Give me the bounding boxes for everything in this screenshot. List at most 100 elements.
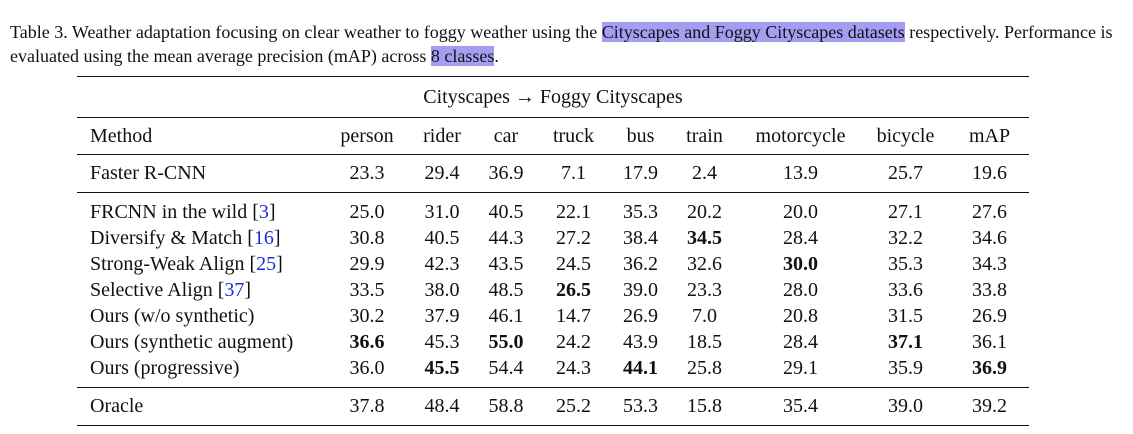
best-value: 36.6 (349, 330, 385, 353)
value-cell: 20.8 (740, 303, 861, 329)
value: 35.3 (888, 252, 923, 275)
table-row: Diversify & Match [16] 30.8 40.5 44.3 27.2 38… (77, 225, 1029, 251)
value-cell: 33.8 (950, 277, 1029, 303)
caption-middle: respectively. Performance is evaluated u… (10, 22, 1113, 66)
value-cell: 29.4 (407, 154, 477, 193)
value-cell: 38.4 (612, 225, 669, 251)
value: 33.6 (888, 278, 923, 301)
citation-link[interactable]: 3 (258, 200, 269, 223)
value-cell: 54.4 (477, 355, 535, 388)
citation-link[interactable]: 37 (224, 278, 245, 301)
value-cell: 45.3 (407, 329, 477, 355)
value-cell: 42.3 (407, 251, 477, 277)
method-name: Ours (progressive) (90, 356, 240, 379)
value: 20.8 (783, 304, 818, 327)
value-cell: 35.3 (861, 251, 950, 277)
column-header: person (327, 117, 407, 155)
value: 58.8 (488, 395, 524, 417)
column-header: car (477, 117, 535, 155)
value-cell: 17.9 (612, 154, 669, 193)
citation-link[interactable]: 16 (253, 226, 274, 249)
value-cell: 37.9 (407, 303, 477, 329)
value: 28.4 (783, 226, 818, 249)
value: 24.5 (556, 252, 591, 275)
value-cell: 28.4 (740, 225, 861, 251)
citation-link[interactable]: 25 (256, 252, 277, 275)
value-cell: 24.3 (535, 355, 612, 388)
value: 42.3 (424, 252, 460, 275)
value: 33.8 (972, 278, 1007, 301)
value-cell: 2.4 (669, 154, 740, 193)
value-cell: 36.1 (950, 329, 1029, 355)
value: 37.9 (424, 304, 460, 327)
value: 48.5 (488, 278, 524, 301)
value-cell: 22.1 (535, 192, 612, 225)
value-cell: 36.9 (950, 355, 1029, 388)
value-cell: 18.5 (669, 329, 740, 355)
best-value: 55.0 (488, 330, 524, 353)
value: 46.1 (488, 304, 524, 327)
value-cell: 7.0 (669, 303, 740, 329)
method-name: Faster R-CNN (90, 162, 207, 184)
method-cell: FRCNN in the wild [3] (77, 192, 327, 225)
value: 39.0 (623, 278, 658, 301)
method-cell: Diversify & Match [16] (90, 226, 281, 249)
value-cell: 43.5 (477, 251, 535, 277)
value-cell: 29.1 (740, 355, 861, 388)
value: 37.8 (349, 395, 385, 417)
value: 24.3 (556, 356, 591, 379)
value: 25.8 (687, 356, 722, 379)
value: 39.0 (888, 395, 923, 417)
value-cell: 30.8 (327, 225, 407, 251)
value-cell: 27.2 (535, 225, 612, 251)
value-cell: 36.0 (327, 355, 407, 388)
column-header: motorcycle (740, 117, 861, 155)
value: 27.1 (888, 200, 923, 223)
value: 38.0 (424, 278, 460, 301)
value: 33.5 (349, 278, 385, 301)
value: 14.7 (556, 304, 591, 327)
best-value: 37.1 (888, 330, 923, 353)
value-cell: 32.2 (861, 225, 950, 251)
value-cell: 13.9 (740, 154, 861, 193)
value-cell: 39.2 (950, 387, 1029, 426)
value: 25.2 (556, 395, 591, 417)
method-name: Diversify & Match [ (90, 226, 254, 249)
value-cell: 23.3 (669, 277, 740, 303)
value-cell: 55.0 (477, 329, 535, 355)
value-cell: 35.3 (612, 192, 669, 225)
best-value: 26.5 (556, 278, 591, 301)
value-cell: 48.4 (407, 387, 477, 426)
value-cell: 27.1 (861, 192, 950, 225)
method-cell: Selective Align [37] (90, 278, 252, 301)
value: 36.0 (349, 356, 385, 379)
value-cell: 33.5 (327, 277, 407, 303)
value-cell: 48.5 (477, 277, 535, 303)
value-cell: 20.2 (669, 192, 740, 225)
value-cell: 39.0 (861, 387, 950, 426)
value-cell: 7.1 (535, 154, 612, 193)
value-cell: 44.3 (477, 225, 535, 251)
caption-suffix: . (494, 46, 499, 66)
value-cell: 25.0 (327, 192, 407, 225)
value-cell: 26.5 (535, 277, 612, 303)
value: 53.3 (623, 395, 658, 417)
value: 54.4 (488, 356, 524, 379)
value: 7.1 (561, 162, 586, 184)
value: 35.4 (783, 395, 818, 417)
column-header: rider (407, 117, 477, 155)
value-cell: 34.3 (950, 251, 1029, 277)
value: 32.2 (888, 226, 923, 249)
best-value: 44.1 (623, 356, 658, 379)
best-value: 45.5 (424, 356, 460, 379)
value: 40.5 (488, 200, 524, 223)
value: 7.0 (692, 304, 717, 327)
value-cell: 15.8 (669, 387, 740, 426)
value: 2.4 (692, 162, 717, 184)
value: 48.4 (424, 395, 460, 417)
value: 31.5 (888, 304, 923, 327)
value: 18.5 (687, 330, 722, 353)
value-cell: 25.7 (861, 154, 950, 193)
value: 43.5 (488, 252, 524, 275)
value: 32.6 (687, 252, 722, 275)
